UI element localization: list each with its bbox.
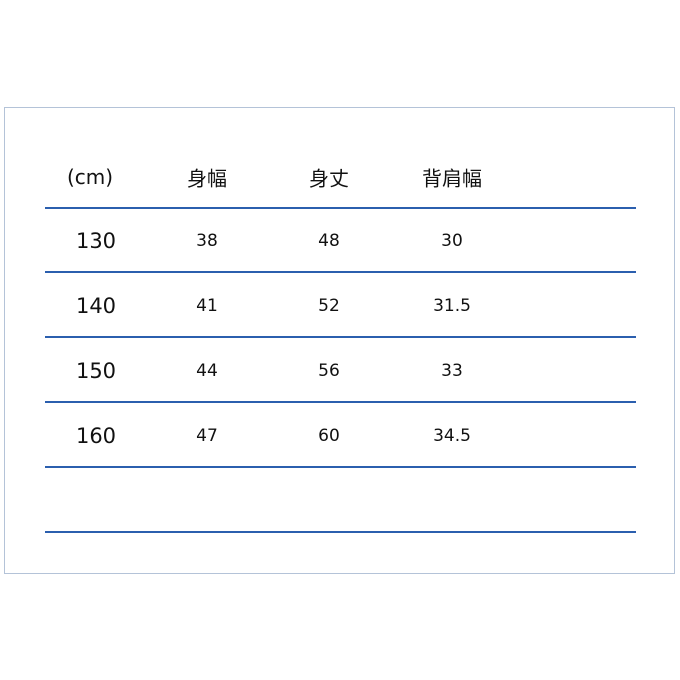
table-cell: 38 <box>196 231 218 251</box>
row-size-label: 140 <box>75 294 117 318</box>
column-header: 身幅 <box>187 166 227 191</box>
table-cell: 33 <box>441 361 463 381</box>
column-header: (cm) <box>66 165 114 189</box>
table-cell: 34.5 <box>433 426 471 446</box>
size-chart-frame <box>4 107 675 574</box>
row-divider <box>45 271 636 273</box>
row-size-label: 150 <box>75 359 117 383</box>
row-size-label: 160 <box>75 424 117 448</box>
row-divider <box>45 207 636 209</box>
table-cell: 47 <box>196 426 218 446</box>
column-header: 背肩幅 <box>422 166 482 191</box>
row-size-label: 130 <box>75 229 117 253</box>
table-cell: 31.5 <box>433 296 471 316</box>
table-cell: 60 <box>318 426 340 446</box>
table-cell: 41 <box>196 296 218 316</box>
row-divider <box>45 466 636 468</box>
table-cell: 52 <box>318 296 340 316</box>
row-divider <box>45 531 636 533</box>
table-cell: 56 <box>318 361 340 381</box>
table-cell: 48 <box>318 231 340 251</box>
column-header: 身丈 <box>309 166 349 191</box>
table-cell: 44 <box>196 361 218 381</box>
table-cell: 30 <box>441 231 463 251</box>
row-divider <box>45 336 636 338</box>
row-divider <box>45 401 636 403</box>
